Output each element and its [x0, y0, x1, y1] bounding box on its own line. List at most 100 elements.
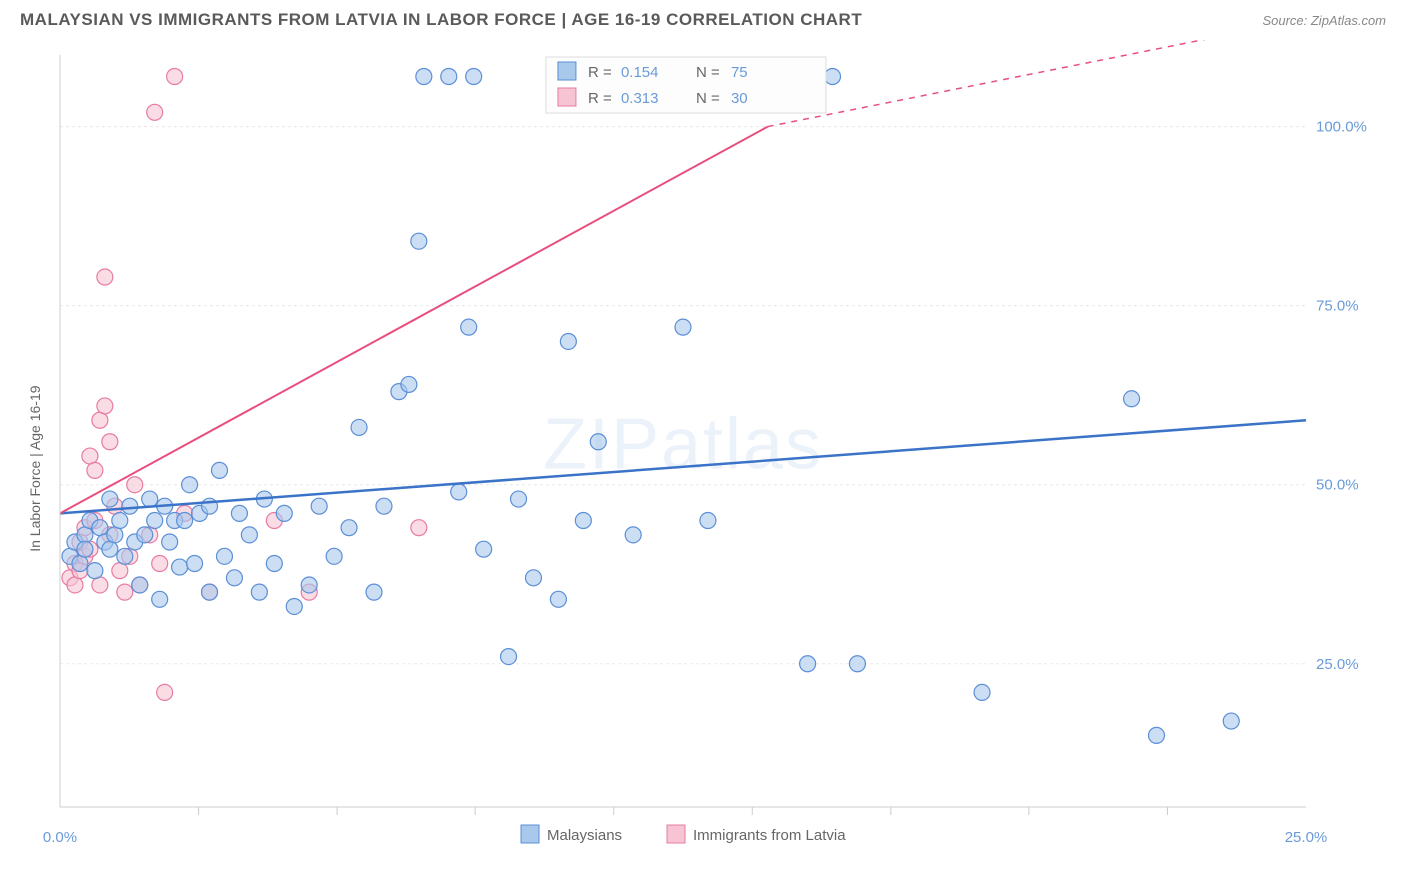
data-point — [974, 684, 990, 700]
data-point — [77, 527, 93, 543]
data-point — [466, 68, 482, 84]
data-point — [157, 684, 173, 700]
y-axis-label: In Labor Force | Age 16-19 — [27, 385, 43, 552]
data-point — [167, 68, 183, 84]
data-point — [575, 513, 591, 529]
data-point — [102, 434, 118, 450]
header: MALAYSIAN VS IMMIGRANTS FROM LATVIA IN L… — [0, 0, 1406, 30]
data-point — [122, 498, 138, 514]
data-point — [211, 462, 227, 478]
data-point — [1223, 713, 1239, 729]
data-point — [127, 477, 143, 493]
tick-label-x: 0.0% — [43, 829, 77, 846]
data-point — [147, 104, 163, 120]
data-point — [77, 541, 93, 557]
data-point — [376, 498, 392, 514]
data-point — [172, 559, 188, 575]
data-point — [226, 570, 242, 586]
data-point — [87, 462, 103, 478]
data-point — [142, 491, 158, 507]
data-point — [351, 419, 367, 435]
data-point — [112, 513, 128, 529]
data-point — [241, 527, 257, 543]
data-point — [82, 448, 98, 464]
legend-n-label: N = — [696, 90, 720, 107]
data-point — [461, 319, 477, 335]
data-point — [301, 577, 317, 593]
data-point — [501, 649, 517, 665]
legend-bottom-label: Malaysians — [547, 827, 622, 844]
data-point — [411, 233, 427, 249]
data-point — [560, 333, 576, 349]
data-point — [590, 434, 606, 450]
data-point — [97, 398, 113, 414]
legend-swatch — [558, 88, 576, 106]
data-point — [525, 570, 541, 586]
legend-bottom-swatch — [667, 825, 685, 843]
watermark: ZIPatlas — [543, 405, 823, 485]
legend-r-value: 0.154 — [621, 64, 659, 81]
data-point — [286, 598, 302, 614]
legend-r-label: R = — [588, 90, 612, 107]
data-point — [401, 376, 417, 392]
data-point — [216, 548, 232, 564]
data-point — [411, 520, 427, 536]
data-point — [107, 527, 123, 543]
data-point — [67, 577, 83, 593]
data-point — [92, 412, 108, 428]
data-point — [87, 563, 103, 579]
legend-n-value: 30 — [731, 90, 748, 107]
legend-r-label: R = — [588, 64, 612, 81]
legend-n-label: N = — [696, 64, 720, 81]
legend-swatch — [558, 62, 576, 80]
data-point — [112, 563, 128, 579]
data-point — [441, 68, 457, 84]
data-point — [92, 520, 108, 536]
data-point — [102, 491, 118, 507]
data-point — [311, 498, 327, 514]
data-point — [1148, 727, 1164, 743]
data-point — [700, 513, 716, 529]
data-point — [451, 484, 467, 500]
data-point — [825, 68, 841, 84]
data-point — [511, 491, 527, 507]
data-point — [187, 555, 203, 571]
data-point — [1124, 391, 1140, 407]
data-point — [117, 548, 133, 564]
data-point — [800, 656, 816, 672]
data-point — [849, 656, 865, 672]
data-point — [625, 527, 641, 543]
data-point — [72, 555, 88, 571]
data-point — [251, 584, 267, 600]
trendline-latvia-extrapolated — [768, 40, 1306, 127]
data-point — [550, 591, 566, 607]
data-point — [182, 477, 198, 493]
data-point — [326, 548, 342, 564]
tick-label-y: 100.0% — [1316, 119, 1367, 136]
chart-area: ZIPatlas0.0%25.0%25.0%50.0%75.0%100.0%In… — [20, 40, 1386, 872]
data-point — [117, 584, 133, 600]
data-point — [476, 541, 492, 557]
data-point — [102, 541, 118, 557]
tick-label-y: 75.0% — [1316, 298, 1359, 315]
data-point — [202, 584, 218, 600]
tick-label-x: 25.0% — [1285, 829, 1328, 846]
data-point — [152, 555, 168, 571]
legend-bottom-swatch — [521, 825, 539, 843]
data-point — [416, 68, 432, 84]
data-point — [177, 513, 193, 529]
data-point — [675, 319, 691, 335]
data-point — [132, 577, 148, 593]
legend-r-value: 0.313 — [621, 90, 659, 107]
legend-bottom-label: Immigrants from Latvia — [693, 827, 846, 844]
data-point — [266, 555, 282, 571]
data-point — [231, 505, 247, 521]
data-point — [341, 520, 357, 536]
legend-n-value: 75 — [731, 64, 748, 81]
data-point — [147, 513, 163, 529]
scatter-chart: ZIPatlas0.0%25.0%25.0%50.0%75.0%100.0%In… — [20, 40, 1386, 872]
data-point — [137, 527, 153, 543]
data-point — [92, 577, 108, 593]
data-point — [366, 584, 382, 600]
tick-label-y: 50.0% — [1316, 477, 1359, 494]
